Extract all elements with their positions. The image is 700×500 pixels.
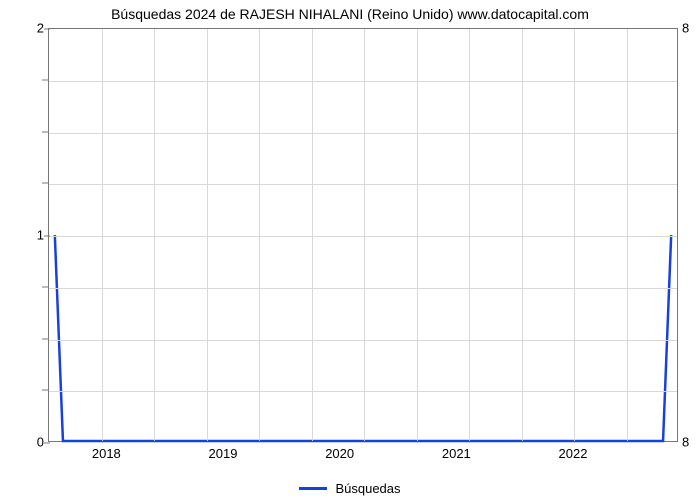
y-axis-minor-tick <box>42 183 48 184</box>
legend-swatch <box>299 487 327 490</box>
gridline-vertical <box>469 29 470 441</box>
y-axis-tick-label: 1 <box>4 228 44 243</box>
gridline-vertical <box>574 29 575 441</box>
x-axis-tick-label: 2020 <box>325 446 354 461</box>
y-axis-tick-label: 2 <box>4 21 44 36</box>
y-axis-minor-tick <box>42 338 48 339</box>
gridline-vertical <box>207 29 208 441</box>
x-axis-tick-label: 2022 <box>559 446 588 461</box>
line-series <box>49 29 677 441</box>
gridline-horizontal <box>49 236 677 237</box>
y2-axis-label: 8 <box>682 435 689 450</box>
gridline-vertical <box>627 29 628 441</box>
y-axis-minor-tick <box>42 286 48 287</box>
x-axis-tick-label: 2018 <box>92 446 121 461</box>
x-axis-tick-label: 2019 <box>209 446 238 461</box>
plot-area <box>48 28 678 442</box>
y2-axis-label: 8 <box>682 21 689 36</box>
gridline-vertical <box>364 29 365 441</box>
legend: Búsquedas <box>0 481 700 496</box>
gridline-horizontal <box>49 184 677 185</box>
gridline-horizontal <box>49 81 677 82</box>
y-axis-minor-tick <box>42 390 48 391</box>
gridline-vertical <box>417 29 418 441</box>
chart-container: Búsquedas 2024 de RAJESH NIHALANI (Reino… <box>0 0 700 500</box>
gridline-vertical <box>102 29 103 441</box>
gridline-horizontal <box>49 133 677 134</box>
y-axis-minor-tick <box>42 131 48 132</box>
gridline-horizontal <box>49 391 677 392</box>
gridline-horizontal <box>49 288 677 289</box>
y-axis-minor-tick <box>42 79 48 80</box>
gridline-vertical <box>259 29 260 441</box>
chart-title: Búsquedas 2024 de RAJESH NIHALANI (Reino… <box>0 6 700 22</box>
y-axis-tick-label: 0 <box>4 435 44 450</box>
x-axis-tick-label: 2021 <box>442 446 471 461</box>
gridline-vertical <box>312 29 313 441</box>
gridline-vertical <box>522 29 523 441</box>
gridline-horizontal <box>49 340 677 341</box>
gridline-vertical <box>154 29 155 441</box>
legend-label: Búsquedas <box>335 481 400 496</box>
